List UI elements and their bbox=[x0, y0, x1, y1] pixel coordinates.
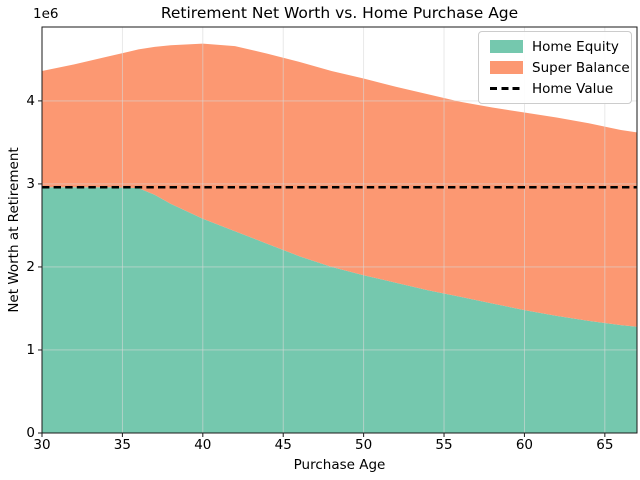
legend-item-super-balance: Super Balance bbox=[490, 59, 630, 76]
legend-item-home-value: Home Value bbox=[490, 80, 623, 97]
legend-label-home-value: Home Value bbox=[532, 80, 614, 97]
legend-label-home-equity: Home Equity bbox=[532, 38, 619, 55]
x-tick-label: 30 bbox=[33, 437, 51, 453]
x-tick-label: 40 bbox=[194, 437, 212, 453]
x-tick-label: 60 bbox=[515, 437, 534, 453]
dashed-line-swatch-icon bbox=[490, 87, 523, 90]
axes-spines bbox=[41, 26, 638, 434]
legend-item-home-equity: Home Equity bbox=[490, 38, 623, 55]
y-tick-label: 1 bbox=[26, 341, 35, 358]
y-tick-label: 2 bbox=[26, 258, 35, 275]
x-tick-label: 50 bbox=[355, 437, 373, 453]
y-tick-label: 4 bbox=[26, 92, 35, 109]
y-tick-label: 3 bbox=[26, 175, 35, 192]
legend: Home Equity Super Balance Home Value bbox=[478, 31, 632, 104]
x-axis-label: Purchase Age bbox=[293, 457, 386, 473]
home-equity-swatch-icon bbox=[490, 40, 523, 53]
y-axis-offset-label: 1e6 bbox=[33, 6, 59, 22]
y-axis-label: Net Worth at Retirement bbox=[6, 147, 22, 313]
chart-title: Retirement Net Worth vs. Home Purchase A… bbox=[160, 4, 519, 22]
x-tick-label: 35 bbox=[113, 437, 131, 453]
super-balance-swatch-icon bbox=[490, 61, 523, 74]
x-tick-label: 55 bbox=[435, 437, 453, 453]
y-tick-label: 0 bbox=[26, 425, 35, 441]
x-tick-label: 65 bbox=[596, 437, 614, 453]
super-balance-area bbox=[42, 43, 637, 327]
x-tick-label: 45 bbox=[274, 437, 292, 453]
home-equity-area bbox=[42, 187, 637, 433]
legend-label-super-balance: Super Balance bbox=[532, 59, 630, 76]
